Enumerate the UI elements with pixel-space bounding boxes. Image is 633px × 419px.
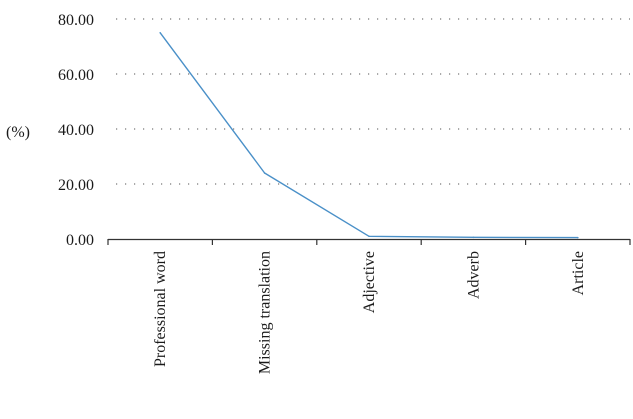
axes [107, 238, 631, 245]
y-axis-title: (%) [6, 124, 30, 141]
x-category-labels: Professional word Missing translation Adje… [152, 251, 587, 374]
y-tick-label: 0.00 [66, 232, 94, 249]
y-tick-label: 40.00 [58, 122, 94, 139]
series-line [159, 32, 578, 239]
series [159, 31, 579, 239]
x-category-label: Article [570, 251, 587, 295]
y-tick-labels: 0.00 20.00 40.00 60.00 80.00 [58, 12, 94, 249]
x-category-label: Adverb [465, 251, 482, 299]
x-category-label: Professional word [152, 251, 169, 367]
data-point [159, 31, 161, 34]
gridlines [116, 18, 630, 185]
x-category-label: Missing translation [257, 251, 274, 374]
data-point [472, 236, 475, 239]
data-point [368, 235, 370, 238]
x-category-label: Adjective [361, 251, 378, 313]
y-tick-label: 80.00 [58, 12, 94, 29]
y-tick-label: 60.00 [58, 67, 94, 84]
y-tick-label: 20.00 [58, 177, 94, 194]
data-point [263, 172, 266, 174]
data-point [577, 236, 579, 239]
